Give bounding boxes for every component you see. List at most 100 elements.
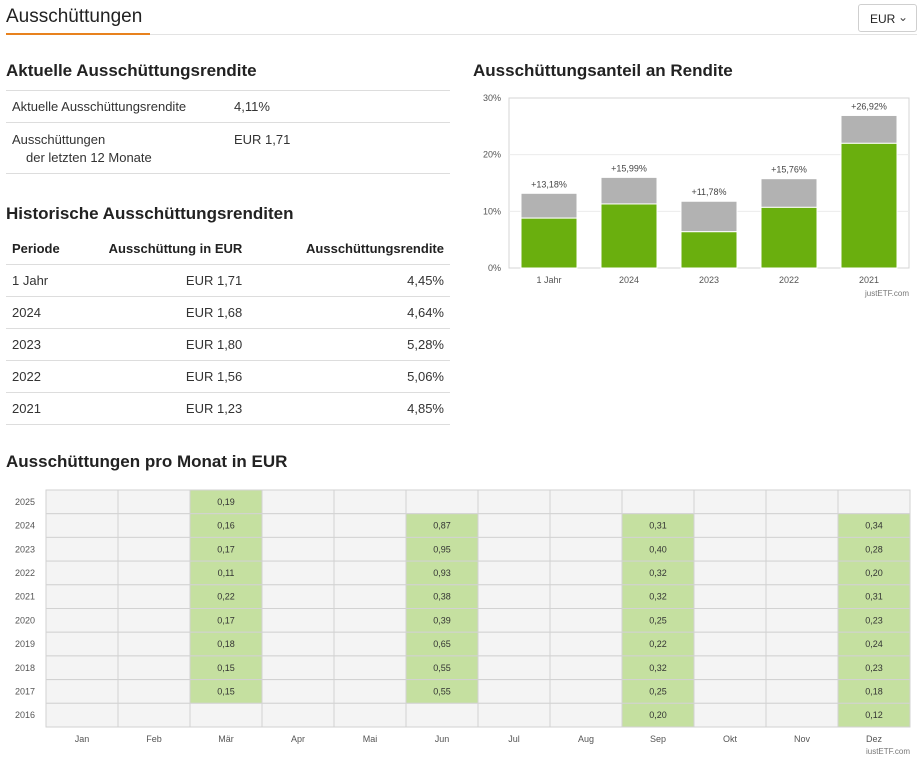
heatmap-cell (477, 679, 551, 704)
cell-value: 0,20 (649, 710, 667, 720)
cell-period: 1 Jahr (6, 264, 87, 297)
heatmap-cell (693, 536, 767, 562)
heatmap-cell (117, 536, 191, 562)
current-yield-table: Aktuelle Ausschüttungsrendite 4,11% Auss… (6, 90, 450, 174)
cell-value: 0,55 (433, 663, 451, 673)
cell-value: 0,20 (865, 568, 883, 578)
heatmap-cell (549, 608, 623, 633)
year-label: 2016 (15, 710, 35, 720)
cell-distribution: EUR 1,56 (86, 360, 249, 393)
cell-value: 0,95 (433, 544, 451, 554)
bar-rest (680, 200, 738, 233)
cell-yield: 4,45% (248, 264, 450, 297)
bar-rest (520, 192, 578, 219)
title-underline (6, 33, 150, 35)
cell-distribution: EUR 1,80 (86, 328, 249, 361)
cell-value: 0,55 (433, 686, 451, 696)
heatmap-cell (117, 655, 191, 681)
bar-distribution (760, 206, 818, 269)
x-tick-label: 2021 (859, 275, 879, 285)
heatmap-cell (261, 489, 335, 515)
month-label: Dez (866, 734, 883, 744)
table-row: 2023 EUR 1,80 5,28% (6, 328, 450, 361)
heatmap-cell (333, 631, 407, 657)
cell-period: 2024 (6, 296, 87, 329)
year-label: 2017 (15, 686, 35, 696)
cell-value: 0,28 (865, 544, 883, 554)
section-header: Ausschüttungen EUR ⌄ (6, 0, 917, 35)
bar-rest (840, 114, 898, 144)
heatmap-cell (45, 655, 119, 681)
cell-yield: 4,85% (248, 392, 450, 425)
heatmap-cell (45, 489, 119, 515)
cell-value: 0,15 (217, 663, 235, 673)
heatmap-cell (477, 608, 551, 633)
table-row: 2022 EUR 1,56 5,06% (6, 360, 450, 393)
year-label: 2019 (15, 639, 35, 649)
bar-distribution (600, 203, 658, 269)
heatmap-cell (333, 679, 407, 704)
bar-total-label: +26,92% (851, 101, 887, 111)
year-label: 2020 (15, 615, 35, 625)
heatmap-cell (549, 536, 623, 562)
heatmap-cell (765, 584, 839, 610)
heatmap-cell (765, 631, 839, 657)
col-header-yield: Ausschüttungsrendite (248, 233, 450, 265)
current-yield-row: Aktuelle Ausschüttungsrendite 4,11% (6, 90, 450, 122)
bar-rest (760, 178, 818, 208)
heatmap-cell (117, 702, 191, 728)
heatmap-cell (333, 489, 407, 515)
heatmap-cell (117, 513, 191, 538)
cell-value: 0,39 (433, 615, 451, 625)
heatmap-cell (549, 702, 623, 728)
bar-total-label: +15,76% (771, 165, 807, 175)
bar-rest (600, 176, 658, 205)
heatmap-cell (549, 489, 623, 515)
heatmap-cell (261, 702, 335, 728)
heatmap-cell (261, 655, 335, 681)
month-label: Mär (218, 734, 234, 744)
cell-value: 0,22 (649, 639, 667, 649)
distribution-12m-value: EUR 1,71 (234, 132, 291, 147)
month-label: Apr (291, 734, 305, 744)
heatmap-cell (333, 584, 407, 610)
heatmap-cell (765, 560, 839, 586)
heatmap-cell (693, 513, 767, 538)
heatmap-cell (333, 702, 407, 728)
heatmap-cell (693, 608, 767, 633)
y-tick-label: 0% (488, 263, 501, 273)
historical-yield-table: Periode Ausschüttung in EUR Ausschüttung… (6, 233, 450, 425)
bar-distribution (840, 142, 898, 269)
cell-yield: 4,64% (248, 296, 450, 329)
cell-period: 2022 (6, 360, 87, 393)
month-label: Sep (650, 734, 666, 744)
cell-value: 0,16 (217, 521, 235, 531)
heatmap-cell (333, 513, 407, 538)
currency-select[interactable]: EUR ⌄ (858, 4, 917, 32)
heatmap-cell (261, 513, 335, 538)
heatmap-cell (45, 513, 119, 538)
yield-share-bar-chart: 0% 10% 20% 30% +13,18% 1 Jahr +15,99% 2024 +11,7… (483, 93, 910, 298)
cell-distribution: EUR 1,68 (86, 296, 249, 329)
heatmap-cell (549, 584, 623, 610)
distribution-12m-label: Ausschüttungen (12, 132, 106, 147)
table-row: 2021 EUR 1,23 4,85% (6, 392, 450, 425)
month-label: Okt (723, 734, 738, 744)
heatmap-cell (189, 702, 263, 728)
heatmap-cell (261, 631, 335, 657)
cell-value: 0,31 (649, 521, 667, 531)
month-label: Nov (794, 734, 811, 744)
month-label: Jan (75, 734, 90, 744)
cell-value: 0,32 (649, 568, 667, 578)
historical-yield-title: Historische Ausschüttungsrenditen (6, 204, 294, 223)
month-label: Feb (146, 734, 162, 744)
heatmap-cell (549, 679, 623, 704)
heatmap-cell (45, 608, 119, 633)
heatmap-cell (765, 702, 839, 728)
current-yield-value: 4,11% (234, 99, 270, 114)
distribution-12m-row: Ausschüttungen der letzten 12 Monate EUR… (6, 122, 450, 174)
heatmap-cell (45, 560, 119, 586)
cell-value: 0,32 (649, 663, 667, 673)
heatmap-cell (117, 584, 191, 610)
heatmap-cell (117, 679, 191, 704)
